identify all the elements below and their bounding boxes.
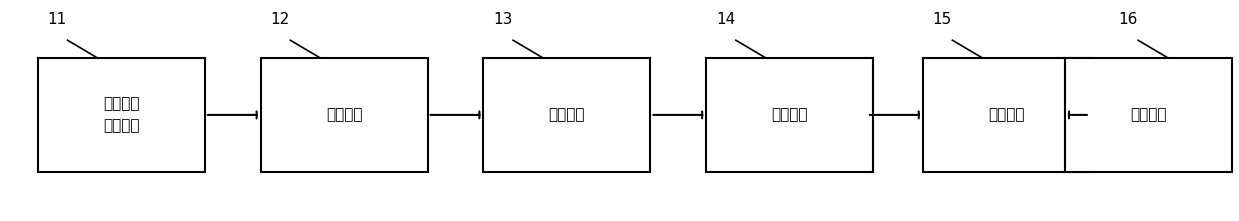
Bar xyxy=(260,58,427,172)
Text: 12: 12 xyxy=(270,12,290,27)
Text: 11: 11 xyxy=(48,12,67,27)
Text: 水份烘干: 水份烘干 xyxy=(987,107,1025,122)
Text: 球磨成粉: 球磨成粉 xyxy=(1130,107,1167,122)
Text: 16: 16 xyxy=(1119,12,1137,27)
Text: 14: 14 xyxy=(716,12,735,27)
Text: 球磨混料: 球磨混料 xyxy=(326,107,362,122)
Bar xyxy=(483,58,650,172)
Text: 水淬成粒: 水淬成粒 xyxy=(772,107,808,122)
Bar xyxy=(706,58,873,172)
Text: 高温熔制: 高温熔制 xyxy=(549,107,585,122)
Text: 13: 13 xyxy=(493,12,513,27)
Bar xyxy=(1066,58,1232,172)
Text: 微晶玻璃
原料配制: 微晶玻璃 原料配制 xyxy=(103,96,140,133)
Text: 15: 15 xyxy=(933,12,952,27)
Bar xyxy=(38,58,204,172)
Bar xyxy=(923,58,1090,172)
